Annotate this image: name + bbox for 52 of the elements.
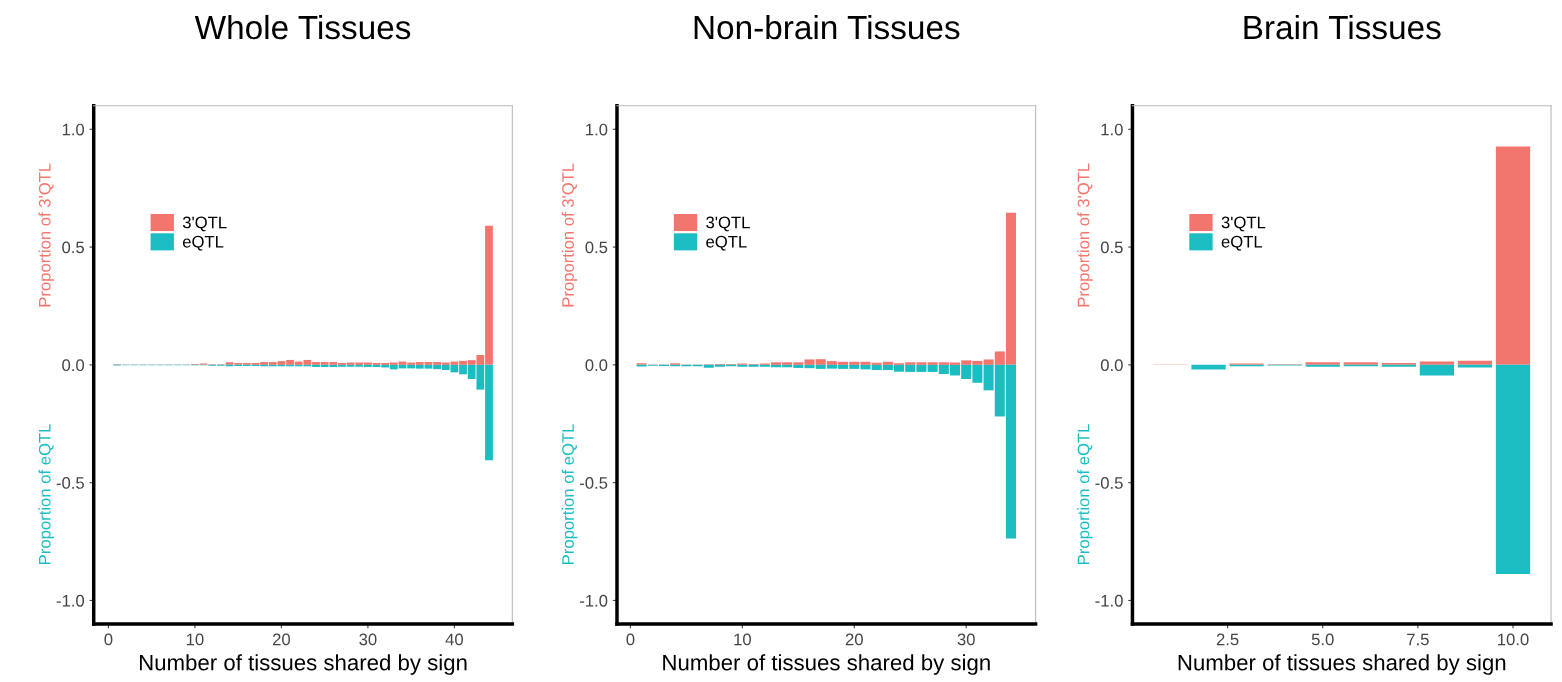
y-axis-title: Proportion of 3'QTL [1077,163,1093,307]
y-tick-label: 1.0 [1101,123,1123,136]
x-tick-label: 0 [626,633,635,646]
y-axis-title: Proportion of 3'QTL [38,163,54,307]
legend-label: 3'QTL [182,216,227,232]
x-axis-title: Number of tissues shared by sign [663,654,990,675]
x-tick-label: 2.5 [1216,633,1239,646]
bar [1191,364,1226,370]
y-tick-label: -1.0 [1095,594,1123,607]
text: Proportion of eQTL [38,424,54,564]
y-tick-label: 0.5 [585,241,608,254]
x-tick-label: 10 [186,633,204,646]
legend-label: eQTL [182,235,224,251]
bar [1495,364,1531,575]
x-tick-label: 20 [845,633,863,646]
x-axis-title: Number of tissues shared by sign [1178,654,1506,675]
legend-label: eQTL [706,235,747,251]
bar [1495,146,1531,365]
x-tick-label: 7.5 [1407,633,1429,646]
x-tick-label: 40 [445,633,464,646]
x-tick-label: 20 [272,633,291,646]
y-tick-label: -1.0 [56,594,85,607]
bar [1419,364,1455,376]
chart-title: Whole Tissues [194,14,411,40]
x-tick-label: 0 [104,633,113,646]
y-tick-label: 0.0 [1100,359,1123,372]
y-tick-label: -0.5 [56,477,84,489]
x-axis-title: Number of tissues shared by sign [139,654,467,675]
y-tick-label: 1.0 [62,123,85,136]
y-tick-label: -0.5 [579,477,608,489]
y-tick-label: 0.5 [62,241,84,254]
y-axis-title: Proportion of 3'QTL [561,163,578,307]
x-tick-label: 5.0 [1311,633,1334,646]
x-tick-label: 30 [957,633,975,646]
y-tick-label: -1.0 [579,594,608,607]
y-tick-label: 0.0 [62,359,85,372]
legend-label: 3'QTL [706,216,750,232]
x-tick-label: 10 [734,633,751,646]
bar [1457,360,1493,365]
legend-label: 3'QTL [1221,216,1266,232]
y-tick-label: 0.5 [1100,241,1123,254]
chart-title: Non-brain Tissues [694,14,960,40]
y-tick-label: -0.5 [1095,477,1123,489]
text: Proportion of eQTL [1077,424,1093,564]
x-tick-label: 10.0 [1498,633,1529,646]
text: Proportion of eQTL [561,424,578,564]
chart-title: Brain Tissues [1244,14,1441,40]
legend-label: eQTL [1221,235,1263,251]
bar [1419,361,1455,365]
y-tick-label: 1.0 [586,123,608,136]
x-tick-label: 30 [359,633,377,646]
y-tick-label: 0.0 [585,359,608,372]
